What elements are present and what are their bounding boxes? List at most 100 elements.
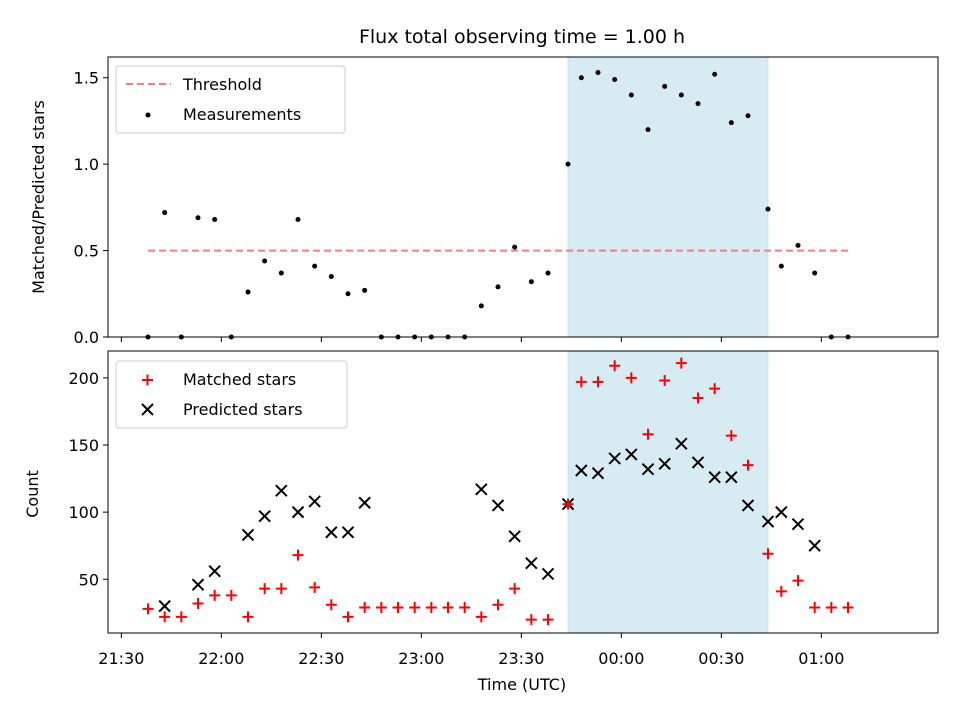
predicted-star-point <box>541 567 555 581</box>
legend-predicted-marker <box>141 403 154 416</box>
matched-star-point <box>825 601 837 613</box>
bottom-panel: 50 100 150 200 21:30 22:00 22:30 23:00 23:30 00:… <box>23 350 939 694</box>
matched-star-point <box>562 498 574 510</box>
matched-star-point <box>309 581 321 593</box>
measurement-point <box>662 83 668 89</box>
matched-star-point <box>625 372 637 384</box>
matched-star-point <box>259 583 271 595</box>
measurement-point <box>212 216 218 222</box>
bottom-x-tick-label: 22:00 <box>198 649 244 668</box>
measurement-point <box>362 287 368 293</box>
bottom-y-tick-label: 100 <box>68 503 99 522</box>
top-x-ticks <box>120 337 822 342</box>
predicted-star-point <box>308 495 321 508</box>
predicted-star-point <box>691 456 705 469</box>
bottom-axes-frame <box>107 350 939 634</box>
matched-star-point <box>675 357 687 369</box>
measurement-point <box>545 270 551 276</box>
matched-star-point <box>292 549 304 561</box>
measurement-point <box>678 92 684 98</box>
bottom-x-tick-label: 00:30 <box>698 649 744 668</box>
matched-star-point <box>725 430 737 442</box>
top-highlight-span <box>567 56 769 338</box>
measurement-point <box>262 258 268 264</box>
top-legend: Threshold Measurements <box>115 65 346 134</box>
measurement-point <box>745 113 751 119</box>
legend-threshold-label: Threshold <box>182 75 262 94</box>
predicted-star-point <box>625 448 638 461</box>
matched-star-point <box>709 383 721 395</box>
predicted-star-point <box>475 483 488 496</box>
bottom-x-tick-label: 23:30 <box>498 649 544 668</box>
matched-star-point <box>225 589 237 601</box>
matched-star-point <box>592 376 604 388</box>
bottom-x-tick-label: 23:00 <box>398 649 444 668</box>
predicted-star-point <box>591 466 605 480</box>
predicted-star-point <box>808 539 821 552</box>
matched-star-point <box>525 614 537 626</box>
matched-stars-points <box>142 357 854 626</box>
predicted-star-point <box>258 509 271 523</box>
matched-star-point <box>425 601 437 613</box>
legend-matched-label: Matched stars <box>183 370 296 389</box>
measurement-point <box>512 244 518 250</box>
measurement-point <box>778 263 784 269</box>
top-y-axis-label: Matched/Predicted stars <box>29 100 48 294</box>
matched-star-point <box>175 611 187 623</box>
measurement-point <box>812 270 818 276</box>
matched-star-point <box>609 360 621 372</box>
matched-star-point <box>325 599 337 611</box>
measurement-point <box>765 206 771 212</box>
predicted-star-point <box>641 462 655 476</box>
bottom-y-ticks: 50 100 150 200 <box>68 369 108 589</box>
matched-star-point <box>792 575 804 587</box>
matched-star-point <box>492 599 504 611</box>
legend-matched-marker <box>142 374 153 386</box>
predicted-star-point <box>191 578 205 591</box>
predicted-star-point <box>658 457 671 471</box>
matched-star-point <box>642 428 654 440</box>
measurement-point <box>712 71 718 77</box>
matched-star-point <box>809 601 821 613</box>
matched-star-point <box>209 589 221 601</box>
matched-star-point <box>475 611 487 623</box>
measurement-point <box>528 279 534 285</box>
top-y-ticks: 0.0 0.5 1.0 1.5 <box>74 69 108 347</box>
predicted-star-point <box>325 526 338 539</box>
legend-predicted-label: Predicted stars <box>183 400 303 419</box>
matched-star-point <box>159 611 171 623</box>
matched-star-point <box>842 601 854 613</box>
predicted-star-point <box>775 505 788 519</box>
bottom-x-tick-label: 21:30 <box>98 649 144 668</box>
predicted-star-point <box>525 556 538 570</box>
matched-star-point <box>375 601 387 613</box>
predicted-star-point <box>291 505 305 519</box>
matched-star-point <box>275 583 287 595</box>
predicted-star-point <box>158 599 171 613</box>
top-legend-box <box>115 65 346 134</box>
predicted-star-point <box>241 528 255 542</box>
matched-star-point <box>242 611 254 623</box>
measurement-point <box>612 76 618 82</box>
predicted-star-point <box>761 515 775 528</box>
measurement-point <box>645 127 651 133</box>
matched-star-point <box>142 603 154 615</box>
bottom-y-axis-label: Count <box>23 470 42 518</box>
measurement-point <box>795 242 801 248</box>
matched-star-point <box>575 376 587 388</box>
bottom-y-tick-label: 200 <box>68 369 99 388</box>
measurement-point <box>578 75 584 81</box>
top-panel: 0.0 0.5 1.0 1.5 Matched/Predicted stars Thr… <box>29 56 939 347</box>
x-axis-label: Time (UTC) <box>477 675 566 694</box>
top-y-tick-label: 0.0 <box>74 328 99 347</box>
measurement-point <box>695 101 701 107</box>
bottom-legend: Matched stars Predicted stars <box>115 360 348 429</box>
predicted-star-point <box>708 471 721 484</box>
predicted-star-point <box>508 530 521 543</box>
measurement-point <box>195 215 201 221</box>
matched-star-point <box>192 597 204 609</box>
matched-star-point <box>459 601 471 613</box>
matched-star-point <box>762 548 774 560</box>
predicted-star-point <box>608 452 621 465</box>
